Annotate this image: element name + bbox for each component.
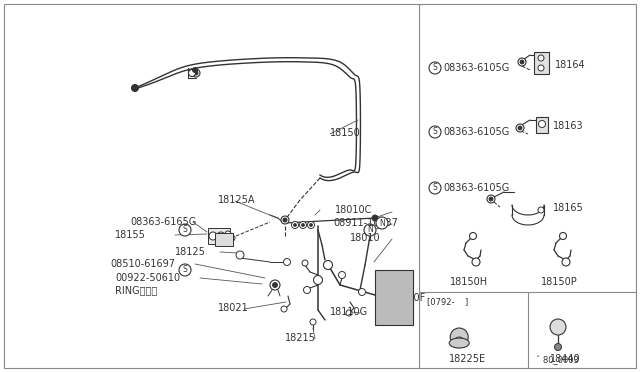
Text: 18150P: 18150P (541, 277, 577, 287)
Circle shape (538, 55, 544, 61)
Circle shape (131, 84, 138, 92)
Circle shape (273, 282, 278, 288)
Circle shape (283, 218, 287, 222)
Text: 18215: 18215 (285, 333, 316, 343)
Circle shape (314, 276, 323, 285)
FancyBboxPatch shape (215, 233, 233, 246)
Circle shape (372, 215, 378, 221)
Circle shape (179, 264, 191, 276)
Text: 18150H: 18150H (450, 277, 488, 287)
Ellipse shape (449, 338, 469, 348)
Text: 18150: 18150 (330, 128, 361, 138)
Text: 18021: 18021 (218, 303, 249, 313)
Text: 18155: 18155 (115, 230, 146, 240)
Circle shape (189, 70, 195, 77)
Circle shape (489, 197, 493, 201)
Circle shape (291, 221, 298, 228)
Text: 08363-6105G: 08363-6105G (443, 183, 509, 193)
Circle shape (270, 280, 280, 290)
Text: 00922-50610: 00922-50610 (115, 273, 180, 283)
Circle shape (376, 217, 388, 229)
Circle shape (470, 232, 477, 240)
Text: 18440: 18440 (550, 354, 580, 364)
Circle shape (301, 224, 305, 227)
Text: 18125A: 18125A (218, 195, 255, 205)
Circle shape (472, 258, 480, 266)
Circle shape (225, 231, 231, 237)
Text: ˆ 80_0003: ˆ 80_0003 (536, 355, 579, 365)
Circle shape (179, 224, 191, 236)
Bar (375, 270, 413, 325)
Circle shape (538, 207, 544, 213)
Circle shape (236, 251, 244, 259)
Circle shape (550, 319, 566, 335)
Circle shape (339, 272, 346, 279)
Circle shape (518, 126, 522, 130)
Circle shape (310, 319, 316, 325)
Text: S: S (433, 183, 437, 192)
Circle shape (538, 121, 545, 128)
FancyBboxPatch shape (208, 228, 230, 244)
Text: 08363-6105G: 08363-6105G (443, 63, 509, 73)
Circle shape (281, 216, 289, 224)
Text: 18010C: 18010C (335, 205, 372, 215)
Circle shape (538, 65, 544, 71)
Text: 18165: 18165 (553, 203, 584, 213)
Text: 08363-6105G: 08363-6105G (443, 127, 509, 137)
Circle shape (284, 259, 291, 266)
Circle shape (429, 126, 441, 138)
Text: 08510-61697: 08510-61697 (110, 259, 175, 269)
Circle shape (516, 124, 524, 132)
Circle shape (192, 69, 200, 77)
Text: S: S (433, 128, 437, 137)
Circle shape (194, 71, 198, 75)
Circle shape (300, 221, 307, 228)
Circle shape (429, 182, 441, 194)
Circle shape (217, 232, 225, 240)
Text: 18010: 18010 (350, 233, 381, 243)
Text: 18164: 18164 (555, 60, 586, 70)
Text: 08911-10637: 08911-10637 (333, 218, 398, 228)
Circle shape (346, 310, 352, 316)
Text: S: S (182, 225, 188, 234)
Bar (536, 117, 548, 133)
Text: 08363-6165G: 08363-6165G (130, 217, 196, 227)
Circle shape (323, 260, 333, 269)
Text: N: N (367, 225, 373, 234)
Circle shape (307, 221, 314, 228)
Circle shape (518, 58, 526, 66)
Circle shape (303, 286, 310, 294)
Circle shape (193, 67, 198, 73)
Circle shape (562, 258, 570, 266)
Circle shape (487, 195, 495, 203)
Circle shape (520, 60, 524, 64)
Text: S: S (182, 266, 188, 275)
Circle shape (358, 289, 365, 295)
Circle shape (310, 224, 312, 227)
Bar (534, 52, 549, 74)
Circle shape (281, 306, 287, 312)
Circle shape (229, 235, 235, 241)
Circle shape (554, 343, 561, 350)
Text: 18110F: 18110F (390, 293, 426, 303)
Text: RINGリング: RINGリング (115, 285, 157, 295)
Text: S: S (433, 64, 437, 73)
Circle shape (294, 224, 296, 227)
Circle shape (209, 232, 217, 240)
Circle shape (219, 235, 229, 245)
Text: 18163: 18163 (553, 121, 584, 131)
Circle shape (364, 224, 376, 236)
Circle shape (429, 62, 441, 74)
Text: 18125: 18125 (175, 247, 206, 257)
Text: 18225E: 18225E (449, 354, 486, 364)
Text: N: N (379, 218, 385, 228)
Circle shape (559, 232, 566, 240)
Circle shape (221, 237, 227, 243)
Text: 18110G: 18110G (330, 307, 368, 317)
Circle shape (454, 337, 464, 347)
Text: [0792-    ]: [0792- ] (428, 298, 468, 307)
Circle shape (450, 328, 468, 346)
Circle shape (302, 260, 308, 266)
